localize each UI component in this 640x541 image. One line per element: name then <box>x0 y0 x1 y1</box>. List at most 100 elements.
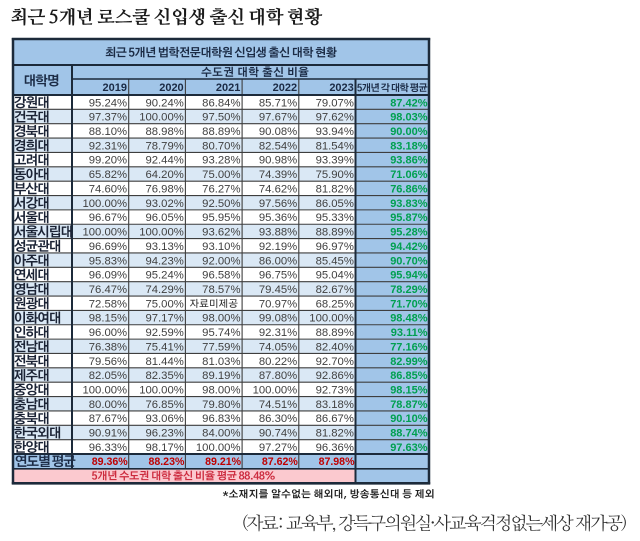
svg-text:92.19%: 92.19% <box>259 241 297 253</box>
svg-text:96.36%: 96.36% <box>316 442 354 454</box>
svg-text:72.58%: 72.58% <box>89 298 127 310</box>
svg-text:98.03%: 98.03% <box>390 112 428 124</box>
svg-text:87.80%: 87.80% <box>259 370 297 382</box>
svg-text:82.35%: 82.35% <box>145 370 183 382</box>
svg-text:97.50%: 97.50% <box>202 112 240 124</box>
svg-text:92.50%: 92.50% <box>202 198 240 210</box>
svg-text:76.47%: 76.47% <box>89 284 127 296</box>
svg-text:89.19%: 89.19% <box>202 370 240 382</box>
svg-text:97.27%: 97.27% <box>259 442 297 454</box>
svg-text:85.45%: 85.45% <box>316 255 354 267</box>
svg-text:100.00%: 100.00% <box>253 385 298 397</box>
svg-text:2022: 2022 <box>273 82 297 94</box>
svg-text:92.73%: 92.73% <box>316 385 354 397</box>
svg-text:79.56%: 79.56% <box>89 356 127 368</box>
svg-text:92.44%: 92.44% <box>145 155 183 167</box>
svg-text:96.67%: 96.67% <box>89 212 127 224</box>
svg-text:97.17%: 97.17% <box>145 313 183 325</box>
svg-text:82.99%: 82.99% <box>390 356 428 368</box>
svg-text:80.22%: 80.22% <box>259 356 297 368</box>
svg-text:75.00%: 75.00% <box>145 298 183 310</box>
svg-text:95.36%: 95.36% <box>259 212 297 224</box>
svg-text:92.00%: 92.00% <box>202 255 240 267</box>
svg-text:93.88%: 93.88% <box>259 227 297 239</box>
svg-text:99.20%: 99.20% <box>89 155 127 167</box>
svg-text:98.17%: 98.17% <box>145 442 183 454</box>
svg-text:75.41%: 75.41% <box>145 341 183 353</box>
svg-text:96.69%: 96.69% <box>89 241 127 253</box>
svg-text:98.15%: 98.15% <box>390 385 428 397</box>
svg-text:88.98%: 88.98% <box>145 126 183 138</box>
svg-text:93.39%: 93.39% <box>316 155 354 167</box>
svg-text:70.97%: 70.97% <box>259 298 297 310</box>
svg-text:82.67%: 82.67% <box>316 284 354 296</box>
svg-text:76.27%: 76.27% <box>202 184 240 196</box>
svg-text:80.70%: 80.70% <box>202 140 240 152</box>
svg-text:74.62%: 74.62% <box>259 184 297 196</box>
svg-text:100.00%: 100.00% <box>82 198 127 210</box>
svg-text:76.38%: 76.38% <box>89 341 127 353</box>
svg-text:88.23%: 88.23% <box>148 456 185 468</box>
svg-text:93.94%: 93.94% <box>316 126 354 138</box>
svg-text:78.79%: 78.79% <box>145 140 183 152</box>
svg-text:68.25%: 68.25% <box>316 298 354 310</box>
svg-text:95.83%: 95.83% <box>89 255 127 267</box>
svg-text:90.74%: 90.74% <box>259 428 297 440</box>
svg-text:96.58%: 96.58% <box>202 270 240 282</box>
svg-text:79.45%: 79.45% <box>259 284 297 296</box>
svg-text:82.54%: 82.54% <box>259 140 297 152</box>
svg-text:90.70%: 90.70% <box>390 255 428 267</box>
svg-text:92.31%: 92.31% <box>259 327 297 339</box>
svg-text:95.28%: 95.28% <box>390 227 428 239</box>
svg-text:96.75%: 96.75% <box>259 270 297 282</box>
svg-text:87.98%: 87.98% <box>319 456 356 468</box>
svg-text:81.82%: 81.82% <box>316 428 354 440</box>
svg-text:79.80%: 79.80% <box>202 399 240 411</box>
svg-text:100.00%: 100.00% <box>82 227 127 239</box>
svg-text:94.23%: 94.23% <box>145 255 183 267</box>
svg-text:97.62%: 97.62% <box>316 112 354 124</box>
svg-text:93.10%: 93.10% <box>202 241 240 253</box>
svg-text:71.70%: 71.70% <box>390 298 428 310</box>
svg-text:100.00%: 100.00% <box>82 385 127 397</box>
svg-text:93.06%: 93.06% <box>145 413 183 425</box>
svg-text:97.56%: 97.56% <box>259 198 297 210</box>
svg-text:98.00%: 98.00% <box>202 385 240 397</box>
svg-text:76.86%: 76.86% <box>390 184 428 196</box>
svg-text:74.39%: 74.39% <box>259 169 297 181</box>
svg-text:93.83%: 93.83% <box>390 198 428 210</box>
svg-text:93.86%: 93.86% <box>390 155 428 167</box>
svg-text:100.00%: 100.00% <box>139 385 184 397</box>
svg-text:93.02%: 93.02% <box>145 198 183 210</box>
svg-text:88.89%: 88.89% <box>202 126 240 138</box>
svg-text:95.24%: 95.24% <box>145 270 183 282</box>
svg-text:77.16%: 77.16% <box>390 341 428 353</box>
svg-text:81.54%: 81.54% <box>316 140 354 152</box>
svg-text:86.30%: 86.30% <box>259 413 297 425</box>
svg-text:90.91%: 90.91% <box>89 428 127 440</box>
svg-text:87.67%: 87.67% <box>89 413 127 425</box>
svg-text:82.05%: 82.05% <box>89 370 127 382</box>
svg-text:90.00%: 90.00% <box>390 126 428 138</box>
svg-text:100.00%: 100.00% <box>309 313 354 325</box>
svg-text:95.87%: 95.87% <box>390 212 428 224</box>
svg-text:89.21%: 89.21% <box>205 456 242 468</box>
svg-text:86.85%: 86.85% <box>390 370 428 382</box>
svg-text:98.00%: 98.00% <box>202 313 240 325</box>
svg-text:95.33%: 95.33% <box>316 212 354 224</box>
svg-text:93.28%: 93.28% <box>202 155 240 167</box>
svg-text:81.82%: 81.82% <box>316 184 354 196</box>
svg-text:90.24%: 90.24% <box>145 97 183 109</box>
svg-text:86.84%: 86.84% <box>202 97 240 109</box>
svg-text:97.63%: 97.63% <box>390 442 428 454</box>
svg-text:96.09%: 96.09% <box>89 270 127 282</box>
svg-text:2023: 2023 <box>329 82 353 94</box>
svg-text:100.00%: 100.00% <box>139 112 184 124</box>
svg-text:100.00%: 100.00% <box>139 227 184 239</box>
svg-text:92.86%: 92.86% <box>316 370 354 382</box>
svg-text:87.62%: 87.62% <box>262 456 299 468</box>
svg-text:88.89%: 88.89% <box>316 327 354 339</box>
svg-text:97.67%: 97.67% <box>259 112 297 124</box>
svg-text:98.48%: 98.48% <box>390 313 428 325</box>
svg-text:78.29%: 78.29% <box>390 284 428 296</box>
